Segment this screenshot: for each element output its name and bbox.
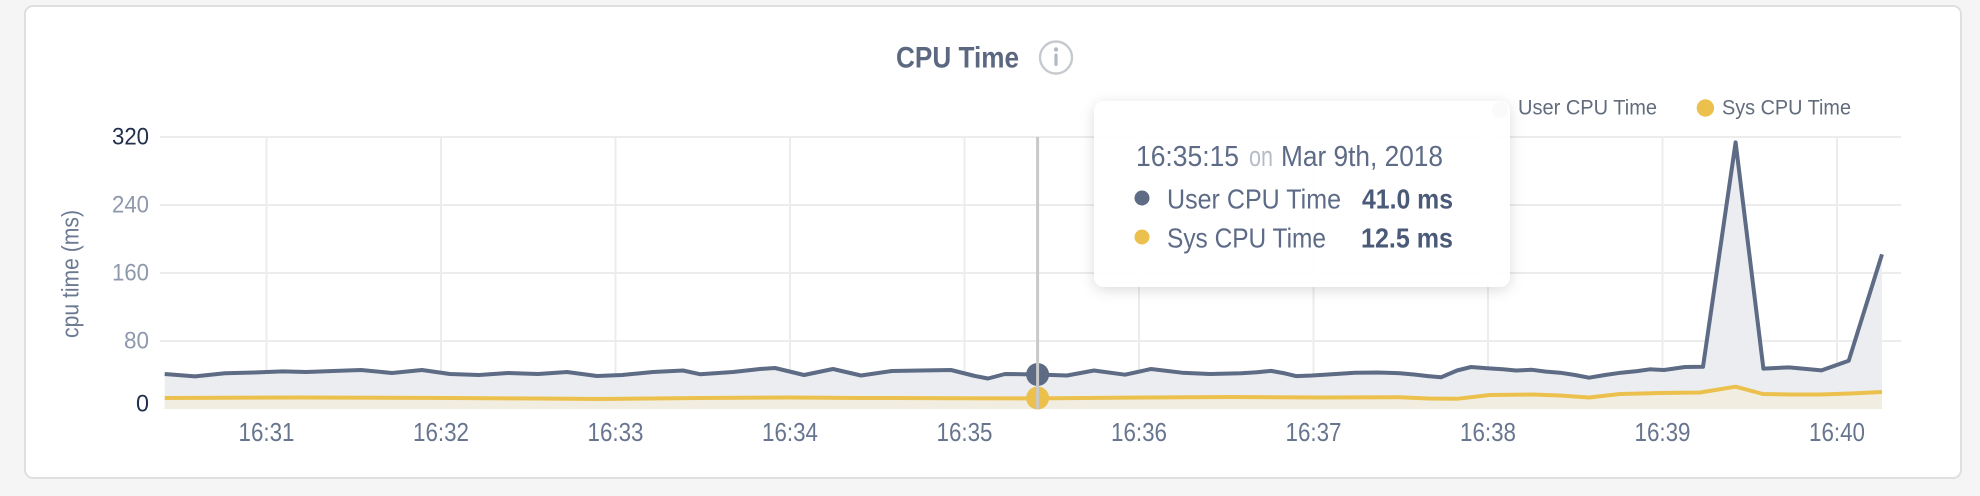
svg-text:12.5 ms: 12.5 ms — [1361, 223, 1453, 254]
svg-text:16:40: 16:40 — [1809, 417, 1865, 447]
svg-text:User CPU Time: User CPU Time — [1167, 184, 1341, 215]
svg-text:16:34: 16:34 — [762, 417, 818, 447]
svg-text:16:36: 16:36 — [1111, 417, 1167, 447]
svg-text:240: 240 — [112, 192, 149, 219]
svg-text:16:39: 16:39 — [1635, 417, 1691, 447]
svg-text:160: 160 — [112, 260, 149, 287]
svg-text:16:33: 16:33 — [588, 417, 644, 447]
svg-text:Sys CPU Time: Sys CPU Time — [1722, 97, 1851, 120]
svg-text:320: 320 — [112, 124, 149, 151]
svg-text:41.0 ms: 41.0 ms — [1362, 184, 1453, 215]
svg-text:80: 80 — [124, 328, 149, 355]
svg-text:16:37: 16:37 — [1286, 417, 1342, 447]
svg-text:16:32: 16:32 — [413, 417, 469, 447]
svg-text:Sys CPU Time: Sys CPU Time — [1167, 223, 1326, 254]
svg-text:16:35: 16:35 — [937, 417, 993, 447]
svg-text:User CPU Time: User CPU Time — [1518, 97, 1657, 120]
svg-text:16:38: 16:38 — [1460, 417, 1516, 447]
svg-text:cpu time (ms): cpu time (ms) — [58, 210, 85, 338]
svg-text:CPU Time: CPU Time — [896, 42, 1019, 75]
svg-text:16:31: 16:31 — [239, 417, 295, 447]
svg-text:0: 0 — [136, 391, 149, 418]
